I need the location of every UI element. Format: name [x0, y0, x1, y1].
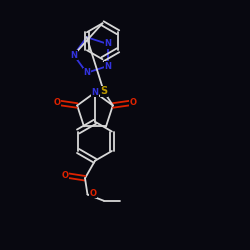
Text: N: N	[70, 50, 77, 59]
Text: N: N	[92, 88, 98, 97]
Text: O: O	[130, 98, 137, 108]
Text: O: O	[62, 171, 69, 180]
Text: N: N	[104, 40, 111, 48]
Text: N: N	[104, 62, 111, 70]
Text: N: N	[83, 68, 90, 77]
Text: O: O	[53, 98, 60, 108]
Text: S: S	[100, 86, 107, 96]
Text: N: N	[92, 88, 98, 97]
Text: O: O	[90, 189, 96, 198]
